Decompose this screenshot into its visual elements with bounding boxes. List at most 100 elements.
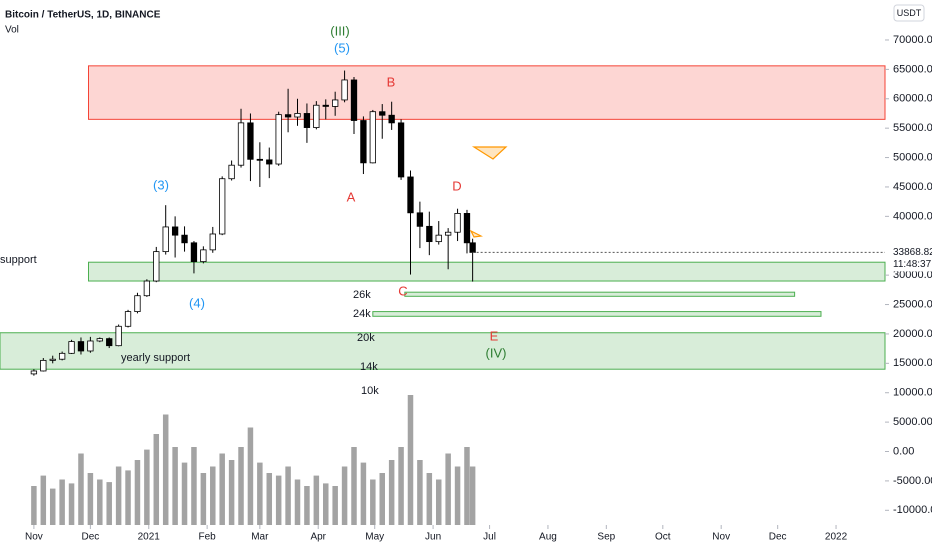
candle-body <box>153 251 160 282</box>
candle-body <box>284 114 292 118</box>
candle-body <box>426 225 433 243</box>
volume-bar <box>172 447 178 525</box>
candle-body <box>397 122 405 178</box>
candle-body <box>228 164 235 180</box>
candle-body <box>115 325 122 347</box>
candle-body <box>209 233 216 251</box>
x-tick-label: 2021 <box>138 532 161 543</box>
wave-label: (5) <box>334 40 350 55</box>
candle-body <box>162 226 169 253</box>
volume-bar <box>370 479 376 525</box>
candle-body <box>275 114 282 165</box>
y-tick-label: 5000.00 <box>893 416 932 428</box>
volume-label: Vol <box>5 25 19 36</box>
zone <box>404 291 796 297</box>
candle-body <box>219 178 226 235</box>
candle-body <box>256 158 264 161</box>
candle-body <box>407 176 414 214</box>
zone <box>88 261 886 282</box>
level-label: 26k <box>353 289 371 301</box>
x-tick-label: May <box>365 532 384 543</box>
level-label: 10k <box>361 385 379 397</box>
triangle-drawing <box>471 146 508 160</box>
x-tick-label: Dec <box>769 532 787 543</box>
candle-body <box>360 120 367 164</box>
volume-bar <box>59 479 65 525</box>
zone-label: support <box>0 254 37 266</box>
candle-body <box>416 212 424 227</box>
zone <box>372 311 822 317</box>
candle-body <box>96 338 103 342</box>
wave-label: (3) <box>153 177 169 192</box>
countdown-label: 11:48:37 <box>893 259 932 270</box>
volume-bar <box>341 466 348 525</box>
wave-label: (4) <box>189 295 205 310</box>
x-tick-label: Sep <box>597 532 615 543</box>
candle-body <box>143 280 151 297</box>
x-tick-label: 2022 <box>825 532 848 543</box>
x-tick-label: Nov <box>712 532 730 543</box>
candle-body <box>266 159 273 165</box>
volume-bar <box>332 486 338 525</box>
y-tick-label: 20000.00 <box>893 328 932 340</box>
volume-bar <box>97 479 103 525</box>
volume-bar <box>398 447 404 525</box>
candle-body <box>68 341 75 354</box>
volume-bar <box>210 466 216 525</box>
volume-bar <box>426 473 433 525</box>
y-tick-label: 50000.00 <box>893 151 932 163</box>
volume-bar <box>417 460 423 525</box>
volume-bar <box>134 460 141 525</box>
volume-bar <box>49 488 56 525</box>
level-label: 14k <box>360 361 378 373</box>
wave-label: B <box>387 74 396 89</box>
volume-bar <box>464 447 470 525</box>
candle-body <box>200 249 207 263</box>
y-tick-label: 45000.00 <box>893 181 932 193</box>
volume-bar <box>191 447 197 525</box>
wave-label: E <box>490 328 499 343</box>
candle-body <box>379 111 386 116</box>
volume-bar <box>125 470 131 525</box>
volume-bar <box>323 483 329 525</box>
wave-label: D <box>452 178 461 193</box>
x-tick-label: Jul <box>483 532 496 543</box>
candle-body <box>444 231 452 236</box>
level-label: 20k <box>357 332 375 344</box>
volume-bar <box>40 475 47 525</box>
volume-bar <box>144 449 150 525</box>
candle-body <box>181 234 188 244</box>
y-tick-label: 55000.00 <box>893 122 932 134</box>
candle-body <box>40 359 47 372</box>
x-tick-label: Oct <box>655 532 671 543</box>
last-price-label: 33868.82 <box>893 247 932 258</box>
y-tick-label: 30000.00 <box>893 269 932 281</box>
volume-bar <box>31 486 37 525</box>
volume-bar <box>407 395 414 525</box>
candle-body <box>124 311 132 327</box>
y-tick-label: 15000.00 <box>893 357 932 369</box>
volume-bar <box>379 473 385 525</box>
currency-badge[interactable] <box>893 4 925 22</box>
level-label: 24k <box>353 308 371 320</box>
candle-body <box>332 99 339 107</box>
candle-body <box>435 234 442 243</box>
x-tick-label: Aug <box>539 532 557 543</box>
volume-bar <box>106 482 112 525</box>
volume-bar <box>266 473 273 525</box>
candle-body <box>313 104 320 128</box>
y-tick-label: -10000.00 <box>893 504 932 516</box>
last-price-box <box>887 245 932 272</box>
volume-bar <box>68 483 75 525</box>
volume-bar <box>153 434 160 525</box>
volume-bar <box>285 466 291 525</box>
y-tick-label: 25000.00 <box>893 298 932 310</box>
x-tick-label: Dec <box>81 532 99 543</box>
candle-body <box>171 226 179 236</box>
wave-label: A <box>347 189 356 204</box>
y-tick-label: -5000.00 <box>893 475 932 487</box>
y-tick-label: 65000.00 <box>893 63 932 75</box>
volume-bar <box>313 475 320 525</box>
candle-body <box>454 213 461 233</box>
